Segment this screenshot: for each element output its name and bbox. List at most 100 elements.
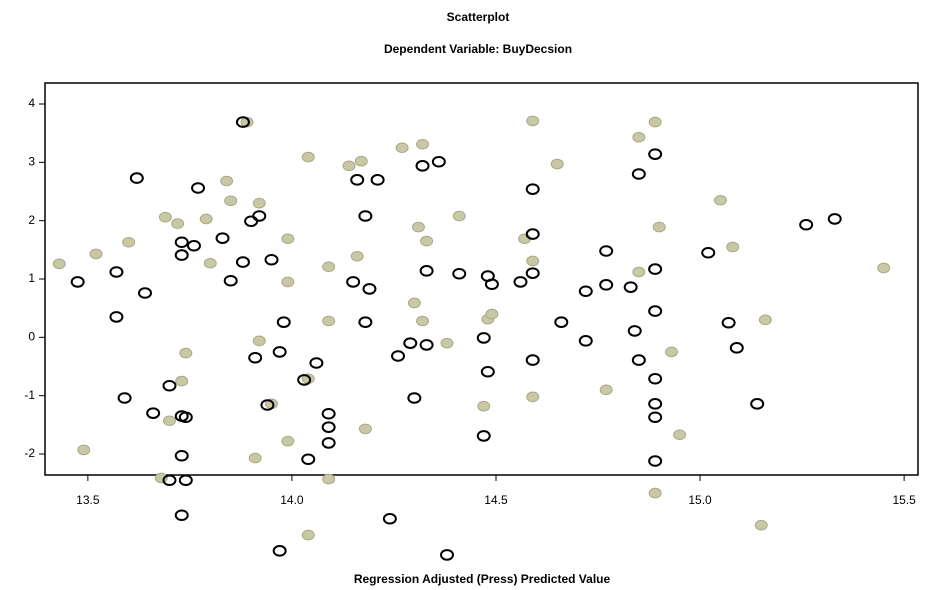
point: [235, 116, 250, 128]
point: [322, 315, 336, 327]
point: [754, 519, 768, 531]
point: [632, 131, 646, 143]
point: [599, 384, 613, 396]
y-tick-label: 3: [28, 155, 35, 169]
point: [664, 346, 678, 358]
point: [648, 455, 663, 467]
point: [726, 241, 740, 253]
point: [220, 175, 234, 187]
x-tick-label: 13.5: [76, 493, 100, 507]
point: [137, 287, 152, 299]
point: [281, 276, 295, 288]
point: [240, 116, 254, 128]
point: [391, 350, 406, 362]
y-tick-label: 2: [28, 213, 35, 227]
point: [272, 545, 287, 557]
point: [480, 365, 495, 378]
point: [186, 239, 201, 252]
point: [416, 138, 430, 150]
point: [550, 158, 564, 170]
point: [673, 429, 687, 441]
point: [411, 221, 425, 233]
point: [440, 337, 454, 349]
point: [321, 437, 336, 449]
point: [174, 509, 189, 522]
point: [322, 261, 336, 273]
point: [358, 316, 373, 328]
point: [70, 276, 85, 288]
x-tick-label: 15.5: [892, 493, 916, 507]
point: [301, 453, 316, 466]
point: [407, 297, 421, 309]
x-tick-label: 15.0: [688, 493, 712, 507]
point: [627, 325, 642, 337]
point: [215, 232, 230, 244]
point: [350, 250, 364, 262]
point: [526, 391, 540, 403]
point: [477, 400, 491, 412]
point: [452, 210, 466, 222]
point: [525, 354, 540, 366]
point: [77, 444, 91, 456]
point: [652, 221, 666, 233]
chart-subtitle: Dependent Variable: BuyDecsion: [384, 42, 572, 56]
point: [171, 218, 185, 229]
point: [224, 195, 238, 207]
point: [648, 263, 663, 275]
point: [525, 228, 540, 240]
point: [484, 278, 499, 291]
point: [281, 435, 295, 447]
point: [146, 407, 161, 419]
point: [174, 236, 189, 249]
point: [252, 210, 267, 222]
point: [272, 346, 287, 358]
point: [248, 351, 263, 364]
y-tick-label: 1: [28, 271, 35, 285]
point: [276, 316, 291, 328]
point: [322, 473, 336, 485]
point: [419, 265, 434, 277]
point: [721, 316, 736, 329]
point: [203, 257, 217, 269]
x-tick-label: 14.5: [484, 493, 508, 507]
point: [476, 430, 491, 442]
point: [162, 379, 177, 392]
point: [264, 253, 279, 266]
point: [321, 407, 336, 420]
point: [729, 342, 744, 354]
point: [350, 174, 365, 186]
point: [117, 392, 132, 404]
point: [281, 233, 295, 245]
point: [440, 549, 455, 561]
point: [301, 151, 315, 163]
y-tick-label: 0: [28, 330, 35, 344]
point: [52, 258, 66, 270]
point: [358, 210, 373, 222]
point: [525, 183, 540, 195]
y-tick-label: -1: [24, 388, 35, 402]
point: [632, 266, 646, 278]
point: [129, 172, 144, 184]
point: [648, 411, 663, 424]
point: [599, 279, 614, 291]
point: [178, 474, 193, 487]
point: [631, 354, 646, 366]
point: [370, 174, 385, 186]
point: [415, 160, 430, 172]
point: [358, 423, 372, 435]
point: [223, 274, 238, 287]
point: [346, 276, 361, 288]
point: [648, 116, 662, 128]
point: [158, 211, 172, 223]
point: [485, 308, 499, 320]
point: [648, 398, 663, 410]
point: [416, 315, 430, 327]
point: [382, 512, 397, 525]
point: [122, 236, 136, 248]
x-tick-label: 14.0: [280, 493, 304, 507]
y-tick-label: 4: [28, 96, 35, 110]
point: [178, 411, 193, 424]
point: [578, 335, 593, 347]
point: [525, 267, 540, 279]
point: [799, 218, 814, 231]
